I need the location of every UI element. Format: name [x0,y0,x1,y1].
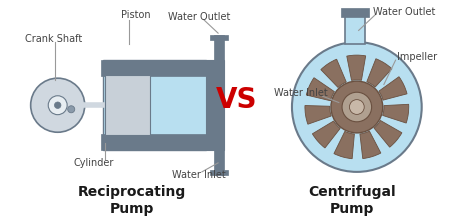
Wedge shape [360,131,381,158]
Wedge shape [347,55,365,80]
Wedge shape [321,59,346,87]
Bar [341,8,369,17]
Bar [105,75,150,135]
Text: Cylinder: Cylinder [73,158,113,168]
Bar [103,60,206,150]
Circle shape [48,96,67,115]
Text: Water Outlet: Water Outlet [373,7,436,17]
Bar [214,35,224,60]
Text: VS: VS [216,86,258,114]
Circle shape [342,92,372,122]
Bar [101,60,208,76]
Bar [210,170,228,175]
Bar [206,60,224,150]
Text: Piston: Piston [121,10,150,20]
Text: Water Outlet: Water Outlet [168,12,230,22]
Circle shape [55,102,61,109]
Bar [214,150,224,175]
Circle shape [331,81,383,133]
Wedge shape [306,78,335,101]
Text: Reciprocating
Pump: Reciprocating Pump [77,185,186,216]
Circle shape [292,42,422,172]
Circle shape [31,78,85,132]
Text: Crank Shaft: Crank Shaft [25,34,82,44]
Bar [101,134,208,150]
Wedge shape [379,77,407,100]
Text: Water Inlet: Water Inlet [274,89,328,99]
Bar [345,10,365,44]
Text: Impeller: Impeller [397,53,438,63]
Text: Water Inlet: Water Inlet [172,170,226,180]
Circle shape [68,106,75,113]
Bar [150,75,206,135]
Wedge shape [305,106,331,124]
Wedge shape [367,59,392,87]
Wedge shape [334,131,355,159]
Wedge shape [374,121,402,147]
Text: Centrifugal
Pump: Centrifugal Pump [309,185,396,216]
Circle shape [349,100,364,114]
Wedge shape [383,104,409,123]
Bar [210,35,228,40]
Wedge shape [312,121,340,148]
